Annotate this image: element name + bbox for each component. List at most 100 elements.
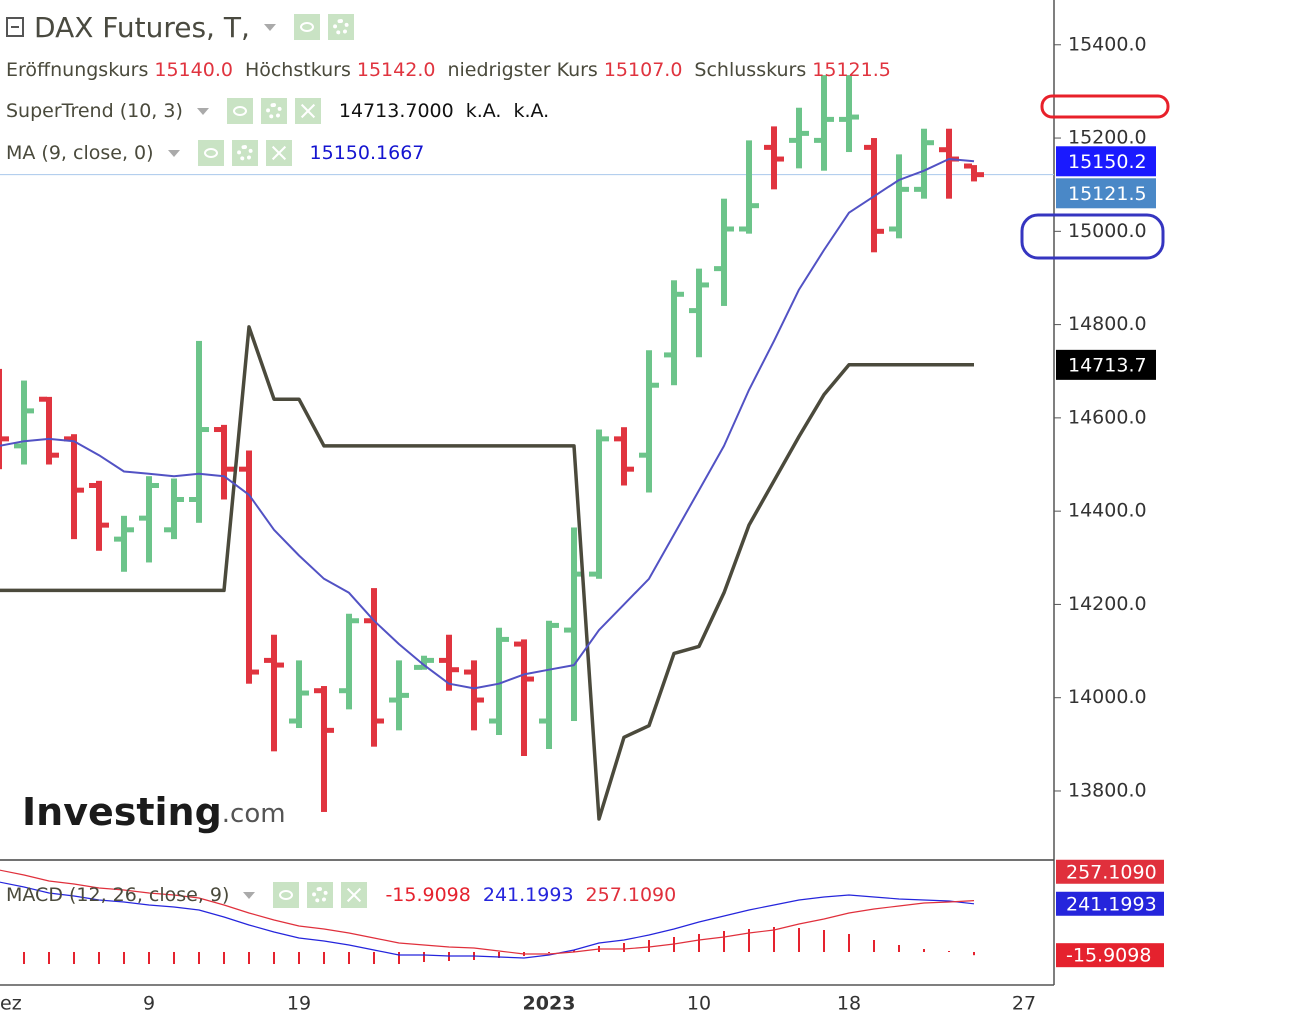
dropdown[interactable] xyxy=(243,891,256,899)
bar-range xyxy=(271,634,277,752)
legend-value: 14713.7000 xyxy=(338,100,454,122)
bar-range xyxy=(221,424,227,500)
histogram-bar xyxy=(48,952,50,964)
bar-range xyxy=(771,126,777,190)
bar-open xyxy=(689,308,697,314)
macd-line xyxy=(0,869,975,955)
bar-close xyxy=(226,466,234,472)
bar-close xyxy=(26,408,34,414)
histogram-bar xyxy=(648,940,650,952)
watermark-brand: Investing xyxy=(22,790,222,834)
x-tick-label: 10 xyxy=(687,993,711,1015)
eye-button[interactable] xyxy=(293,14,320,40)
histogram-bar xyxy=(798,928,800,952)
ma-line xyxy=(0,158,975,690)
histogram-bar xyxy=(73,952,75,964)
x-tick-label: 19 xyxy=(287,993,311,1015)
bar-close xyxy=(551,622,559,628)
watermark-suffix: .com xyxy=(222,799,286,829)
legend-value: 15142.0 xyxy=(356,59,436,81)
bar-close xyxy=(401,692,409,698)
bar-range xyxy=(946,128,952,199)
bar-range xyxy=(796,107,802,169)
bar-close xyxy=(101,522,109,528)
bar-close xyxy=(451,667,459,673)
histogram-bar xyxy=(23,952,25,964)
bar-open xyxy=(239,466,247,472)
y-tick-label: 14400.0 xyxy=(1068,500,1147,522)
bar-open xyxy=(864,144,872,150)
macd-legend: MACD (12, 26, close, 9) -15.9098 241.1993 2… xyxy=(6,881,688,909)
bar-range xyxy=(21,380,27,465)
collapse-button[interactable] xyxy=(6,17,24,37)
histogram-bar xyxy=(848,934,850,952)
bar-open xyxy=(414,664,422,670)
eye-button[interactable] xyxy=(197,140,224,166)
y-tick-label: 15200.0 xyxy=(1068,127,1147,149)
bar-open xyxy=(764,144,772,150)
watermark: Investing.com xyxy=(22,790,286,834)
eye-button[interactable] xyxy=(226,98,253,124)
bar-open xyxy=(564,627,572,633)
legend-label: Schlusskurs xyxy=(694,59,807,81)
y-tick-label: 15000.0 xyxy=(1068,220,1147,242)
bar-range xyxy=(621,427,627,486)
bar-open xyxy=(214,427,222,433)
bar-range xyxy=(46,396,52,465)
x-tick-label: ez xyxy=(0,993,22,1015)
gear-button[interactable] xyxy=(260,98,287,124)
bar-open xyxy=(539,718,547,724)
gear-button[interactable] xyxy=(231,140,258,166)
legend-value: 241.1993 xyxy=(482,884,574,906)
legend-value: 15140.0 xyxy=(154,59,233,81)
bar-range xyxy=(571,527,577,722)
bar-open xyxy=(889,226,897,232)
bar-close xyxy=(1,436,9,442)
histogram-bar xyxy=(423,952,425,962)
histogram-bar xyxy=(973,952,975,956)
bar-close xyxy=(776,156,784,162)
dropdown[interactable] xyxy=(196,107,209,115)
x-tick-label: 9 xyxy=(143,993,155,1015)
bar-close xyxy=(851,114,859,120)
cls-button[interactable] xyxy=(341,882,368,908)
macd-badge xyxy=(1056,891,1164,916)
bar-open xyxy=(14,443,22,449)
bar-range xyxy=(371,588,377,747)
histogram-bar xyxy=(773,927,775,952)
bar-close xyxy=(251,669,259,675)
bar-open xyxy=(464,669,472,675)
gear-button[interactable] xyxy=(307,882,334,908)
macd-line xyxy=(0,881,975,959)
bar-open xyxy=(964,163,972,169)
settings-button[interactable] xyxy=(327,14,354,40)
legend-label: Höchstkurs xyxy=(244,59,351,81)
legend-value: k.A. xyxy=(465,100,502,122)
bar-close xyxy=(376,718,384,724)
bar-open xyxy=(39,396,47,402)
price-badge-label: 15150.2 xyxy=(1068,151,1147,173)
bar-open xyxy=(339,688,347,694)
bar-close xyxy=(876,228,884,234)
y-tick-label: 13800.0 xyxy=(1068,779,1147,801)
eye-button[interactable] xyxy=(273,882,300,908)
histogram-bar xyxy=(298,952,300,964)
bar-range xyxy=(721,198,727,306)
bar-range xyxy=(646,350,652,493)
dropdown[interactable] xyxy=(263,23,276,31)
bar-open xyxy=(664,352,672,358)
bar-range xyxy=(446,634,452,691)
bar-open xyxy=(789,137,797,143)
cls-button[interactable] xyxy=(294,98,321,124)
dropdown[interactable] xyxy=(167,149,180,157)
cls-button[interactable] xyxy=(265,140,292,166)
histogram-bar xyxy=(173,952,175,964)
histogram-bar xyxy=(148,952,150,964)
bar-open xyxy=(314,688,322,694)
legend-value: 15107.0 xyxy=(603,59,683,81)
bar-open xyxy=(514,641,522,647)
price-badge xyxy=(1056,349,1156,380)
bar-open xyxy=(89,482,97,488)
bar-range xyxy=(346,613,352,710)
bar-range xyxy=(471,660,477,731)
